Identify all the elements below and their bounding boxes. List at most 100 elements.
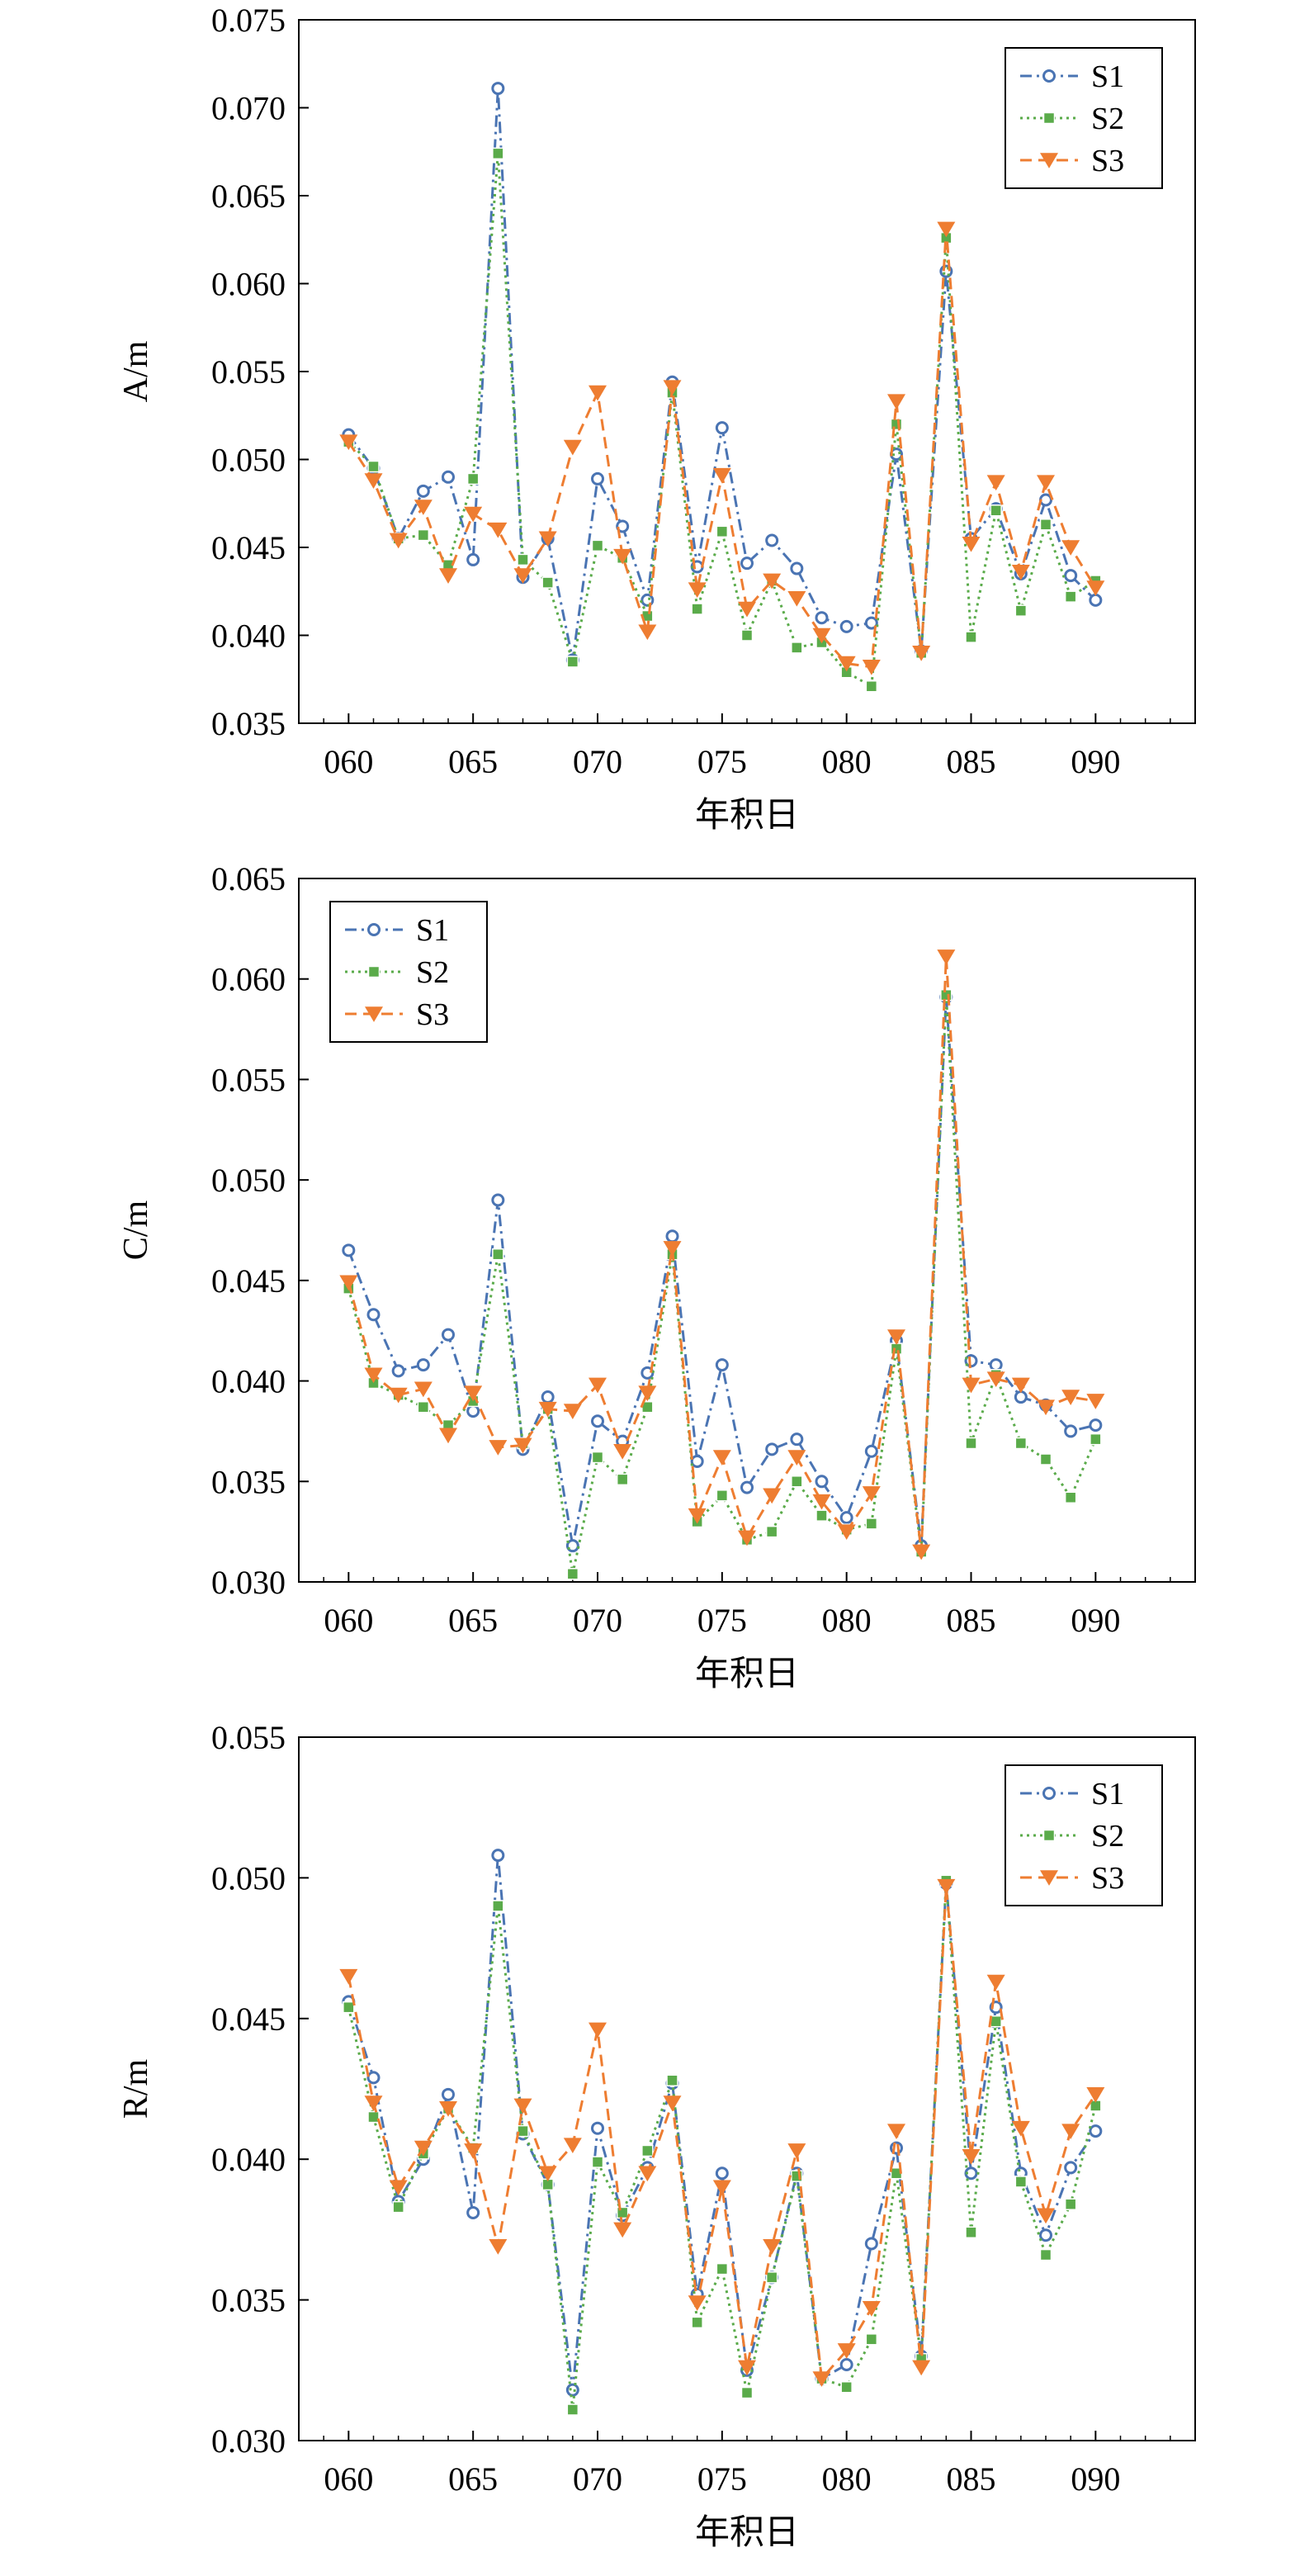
data-point-s3 [837,2343,856,2359]
data-point-s3 [787,590,806,607]
data-point-s3 [1011,1377,1030,1394]
data-point-s3 [414,2140,433,2157]
data-point-s2 [740,2386,754,2399]
legend-label-s3: S3 [1091,1861,1124,1896]
legend-marker-s2 [1042,111,1056,125]
data-point-s2 [1064,2198,1077,2210]
data-point-s3 [986,1371,1005,1388]
data-point-s3 [464,1385,483,1402]
series-s2 [343,147,1102,693]
series-s3 [339,1878,1105,2387]
x-tick-label: 085 [947,1602,996,1639]
data-point-s2 [716,2262,729,2275]
data-point-s3 [887,1329,905,1345]
chart-panel-a: 0.035 0.040 0.045 0.050 0.055 0.060 0.065 0.070… [0,0,1300,859]
data-point-s1 [815,611,829,625]
data-point-s3 [613,548,632,565]
data-point-s3 [613,2222,632,2238]
data-point-s2 [566,2403,579,2416]
chart-a-svg: 0.035 0.040 0.045 0.050 0.055 0.060 0.065 0.070… [117,2,1196,835]
data-point-s2 [1039,1453,1052,1466]
data-point-s1 [1089,1418,1103,1432]
y-axis-title: A/m [117,340,155,402]
legend-marker-s1 [367,923,381,936]
data-point-s2 [791,1475,803,1488]
data-point-s2 [1039,2248,1052,2261]
data-point-s1 [616,519,630,533]
data-point-s3 [962,536,981,552]
data-point-s1 [815,1475,829,1489]
data-point-s2 [965,2226,977,2239]
data-point-s1 [839,2357,853,2371]
data-point-s1 [864,2237,878,2251]
data-point-s1 [989,1358,1003,1372]
data-point-s2 [566,1568,579,1580]
data-point-s1 [1089,2124,1103,2138]
x-tick-label: 080 [822,743,872,780]
data-point-s1 [541,1390,555,1404]
data-point-s2 [367,2110,380,2124]
data-point-s3 [712,1450,731,1466]
y-tick-label: 0.070 [211,90,286,127]
x-tick-label: 075 [697,743,747,780]
data-point-s1 [740,556,754,571]
data-point-s2 [343,2001,355,2014]
x-axis-title: 年积日 [695,1655,799,1693]
x-axis-title: 年积日 [695,796,799,835]
x-tick-label: 075 [697,1602,747,1639]
series-s1 [342,1849,1103,2397]
data-point-s3 [389,533,408,549]
data-point-s3 [589,1377,607,1394]
y-tick-label: 0.050 [211,1859,286,1896]
data-point-s2 [417,528,430,542]
legend-label-s2: S2 [416,955,449,990]
data-point-s2 [666,2074,678,2087]
data-point-s2 [990,2015,1002,2028]
x-tick-label: 070 [573,2460,622,2498]
data-point-s3 [563,2138,582,2154]
data-point-s3 [763,1488,782,1504]
data-point-s3 [812,627,831,644]
data-point-s3 [538,1401,557,1418]
x-tick-label: 090 [1071,2460,1120,2498]
legend-marker-s2 [367,965,381,978]
data-point-s1 [442,470,455,484]
data-point-s3 [389,1387,408,1404]
data-point-s3 [663,2095,682,2111]
x-tick-label: 065 [448,1602,498,1639]
data-point-s1 [442,1328,455,1342]
data-point-s1 [665,1229,679,1243]
data-point-s2 [791,642,803,654]
y-tick-label: 0.045 [211,1262,286,1300]
data-point-s2 [990,504,1002,517]
series-line-s1 [347,1855,1097,2390]
legend-label-s1: S1 [416,913,449,948]
data-point-s2 [1014,1437,1028,1450]
series-s3 [339,949,1105,1560]
data-point-s1 [839,619,853,633]
x-tick-label: 060 [324,743,373,780]
data-point-s2 [691,603,703,615]
data-point-s3 [464,2143,483,2159]
x-tick-label: 085 [947,743,996,780]
data-point-s2 [591,539,604,552]
data-point-s1 [591,2121,604,2135]
data-point-s3 [364,1367,383,1384]
series-line-s1 [347,88,1097,661]
data-point-s3 [688,1508,707,1524]
data-point-s1 [366,1308,381,1322]
x-tick-label: 080 [822,1602,872,1639]
data-point-s3 [538,531,557,547]
data-point-s3 [837,1524,856,1541]
data-point-s2 [740,629,754,642]
x-tick-label: 065 [448,2460,498,2498]
legend: S1 S2 S3 [1005,47,1163,189]
y-tick-label: 0.030 [211,2422,286,2460]
data-point-s3 [464,506,483,523]
data-point-s2 [1064,590,1077,603]
data-point-s3 [812,1494,831,1510]
data-point-s2 [1014,2176,1028,2188]
data-point-s3 [663,1241,682,1257]
y-tick-label: 0.055 [211,353,286,391]
legend-marker-s3 [1040,153,1058,168]
